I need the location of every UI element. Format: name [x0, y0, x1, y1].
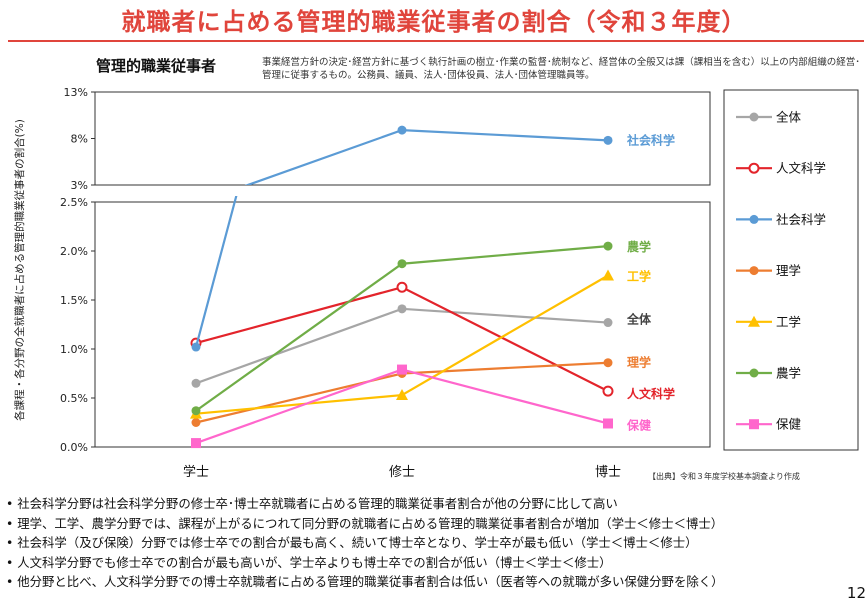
y-tick-label: 1.5%	[60, 294, 88, 307]
legend-entry: 人文科学	[776, 161, 826, 176]
data-point	[603, 241, 613, 251]
series-end-label: 人文科学	[627, 386, 675, 401]
data-point	[191, 406, 201, 416]
bottom-panel-frame	[94, 201, 711, 448]
data-point	[397, 304, 407, 314]
series-line-保健	[195, 368, 609, 445]
legend-entry: 理学	[776, 263, 801, 278]
line-chart: 3% 8% 13% 0.0% 0.5% 1.0% 1.5% 2.0% 2.5% 学士 修士 博士 各課程…	[13, 86, 859, 480]
series-line-社会科学	[244, 129, 609, 185]
data-point	[397, 364, 407, 375]
data-point	[603, 358, 613, 368]
chart-subtitle: 管理的職業従事者	[96, 57, 217, 75]
page-title: 就職者に占める管理的職業従事者の割合（令和３年度）	[121, 8, 747, 36]
y-axis-label: 各課程・各分野の全就職者に占める管理的職業従事者の割合(%)	[13, 119, 26, 421]
title-underline	[8, 40, 864, 42]
data-point	[191, 378, 201, 388]
y-tick-label: 2.0%	[60, 245, 88, 258]
y-tick-label: 1.0%	[60, 343, 88, 356]
y-tick-label: 0.5%	[60, 392, 88, 405]
finding-item: 他分野と比べ、人文科学分野での博士卒就職者に占める管理的職業従事者割合は低い（医…	[6, 572, 723, 592]
legend-entry: 農学	[776, 366, 801, 381]
data-point	[602, 269, 614, 281]
top-panel-frame	[94, 91, 711, 186]
y-tick-label: 0.0%	[60, 441, 88, 454]
series-end-label: 保健	[626, 417, 652, 432]
legend-entry: 全体	[776, 110, 802, 125]
data-point	[749, 368, 759, 378]
series-end-label: 理学	[627, 355, 651, 370]
series-end-label: 農学	[627, 239, 651, 254]
series-line-農学	[195, 245, 609, 412]
y-tick-label: 13%	[64, 86, 88, 99]
data-point	[191, 438, 201, 449]
data-point	[749, 112, 759, 122]
findings-list: 社会科学分野は社会科学分野の修士卒･博士卒就職者に占める管理的職業従事者割合が他…	[6, 494, 724, 592]
finding-item: 社会科学（及び保険）分野では修士卒での割合が最も高く、続いて博士卒となり、学士卒…	[6, 533, 724, 553]
data-point	[603, 418, 613, 429]
x-tick-label: 学士	[183, 464, 209, 480]
page-number: 12	[846, 584, 866, 602]
data-point	[396, 281, 408, 293]
series-line-社会科学	[194, 196, 238, 348]
x-tick-label: 修士	[389, 465, 415, 480]
y-tick-label: 2.5%	[60, 196, 88, 209]
data-point	[191, 342, 201, 352]
data-point	[603, 318, 613, 328]
finding-item: 人文科学分野でも修士卒での割合が最も高いが、学士卒よりも博士卒での割合が低い（博…	[6, 553, 724, 573]
y-tick-label: 3%	[71, 179, 88, 192]
legend-entry: 社会科学	[776, 212, 826, 227]
source-note: 【出典】令和３年度学校基本調査より作成	[648, 472, 800, 481]
data-point	[397, 125, 407, 135]
data-point	[749, 266, 759, 276]
data-point	[603, 135, 613, 145]
data-point	[191, 418, 201, 427]
y-tick-label: 8%	[71, 133, 88, 146]
definition-note: 事業経営方針の決定･経営方針に基づく執行計画の樹立･作業の監督･統制など、経営体…	[262, 57, 861, 81]
data-point	[602, 385, 614, 397]
legend-entry: 保健	[776, 417, 802, 432]
data-point	[749, 419, 759, 430]
data-point	[748, 162, 760, 174]
series-end-label: 全体	[626, 312, 652, 327]
series-end-label: 社会科学	[626, 132, 675, 147]
finding-item: 社会科学分野は社会科学分野の修士卒･博士卒就職者に占める管理的職業従事者割合が他…	[6, 494, 724, 514]
series-end-label: 工学	[627, 269, 651, 284]
legend-entry: 工学	[776, 314, 801, 329]
x-tick-label: 博士	[595, 465, 621, 480]
data-point	[396, 389, 408, 401]
finding-item: 理学、工学、農学分野では、課程が上がるにつれて同分野の就職者に占める管理的職業従…	[6, 514, 724, 534]
data-point	[749, 214, 759, 224]
data-point	[748, 315, 760, 327]
data-point	[397, 259, 407, 269]
